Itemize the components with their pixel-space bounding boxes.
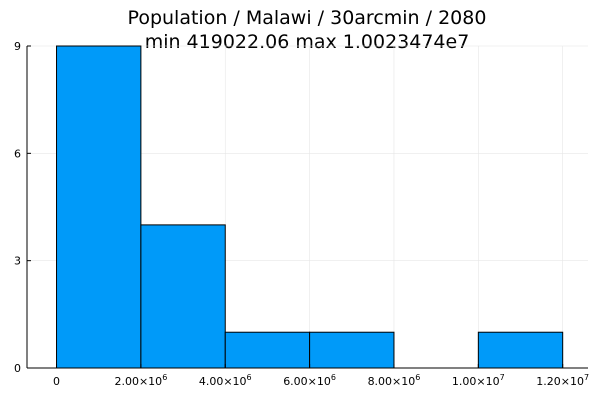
x-tick-label-1: 2.00×106 — [114, 373, 167, 388]
chart-subtitle: min 419022.06 max 1.0023474e7 — [145, 31, 470, 53]
histogram-bar-0 — [56, 45, 142, 369]
x-tick-label-3: 6.00×106 — [283, 373, 336, 388]
histogram-bar-3 — [309, 331, 395, 369]
axes — [26, 45, 588, 369]
x-tick-label-0: 0 — [53, 375, 60, 388]
x-tick-label-4: 8.00×106 — [368, 373, 421, 388]
x-tick-label-2: 4.00×106 — [199, 373, 252, 388]
x-tick-label-5: 1.00×107 — [452, 373, 505, 388]
histogram-bars — [56, 45, 564, 369]
chart-title: Population / Malawi / 30arcmin / 2080 — [128, 7, 487, 29]
y-tick-label-2: 6 — [14, 147, 21, 160]
histogram-bar-1 — [140, 224, 226, 369]
y-tick-label-1: 3 — [14, 255, 21, 268]
x-tick-label-6: 1.20×107 — [536, 373, 589, 388]
histogram-bar-5 — [477, 331, 564, 369]
x-tick-labels: 0 2.00×106 4.00×106 6.00×106 8.00×106 1.00×10… — [53, 373, 589, 388]
y-tick-label-3: 9 — [14, 40, 21, 53]
y-tick-labels: 0 3 6 9 — [14, 40, 21, 375]
y-tick-label-0: 0 — [14, 362, 21, 375]
histogram-bar-2 — [224, 331, 311, 369]
